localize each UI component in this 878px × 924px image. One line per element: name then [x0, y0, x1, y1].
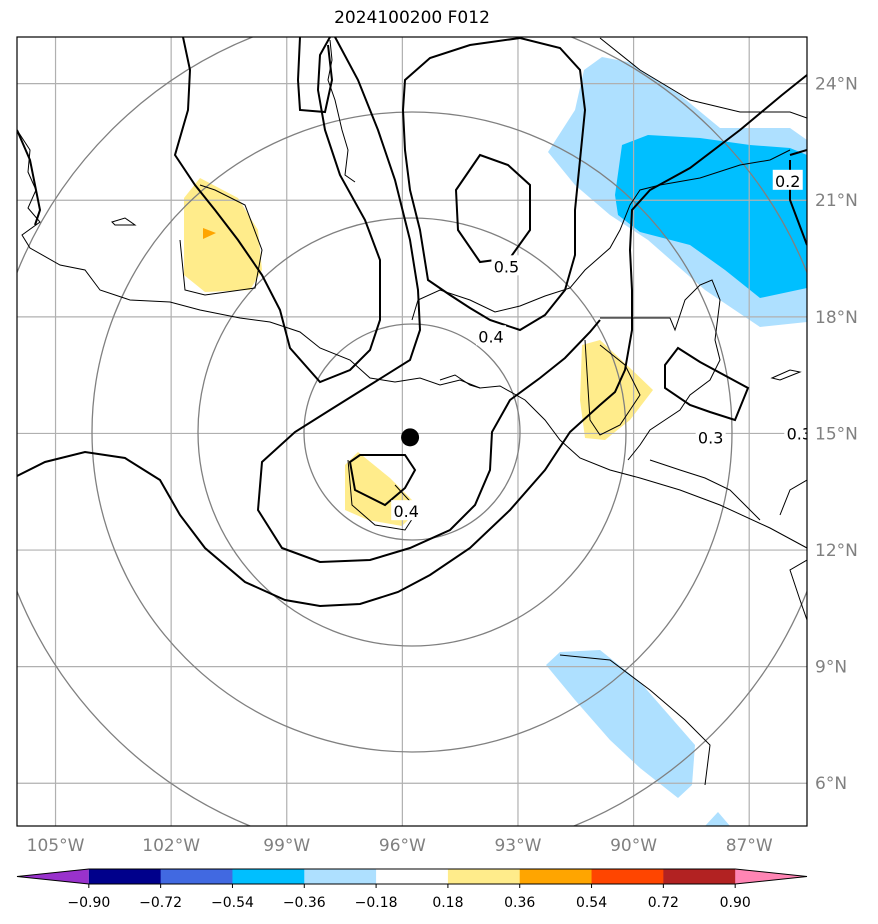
colorbar-segment: [232, 869, 305, 884]
colorbar-tick-label: −0.18: [355, 895, 398, 911]
lat-tick-label: 12°N: [815, 541, 858, 561]
colorbar-tick-label: −0.54: [211, 895, 254, 911]
lon-tick-label: 99°W: [263, 836, 310, 856]
colorbar-tick-label: −0.90: [67, 895, 110, 911]
map-title: 2024100200 F012: [334, 8, 490, 28]
contour-label-bg: [695, 426, 726, 447]
plot-frame: [16, 36, 808, 827]
lon-tick-label: 102°W: [142, 836, 200, 856]
colorbar-segment: [519, 869, 593, 884]
longitude-labels: 105°W 102°W 99°W 96°W 93°W 90°W 87°W: [27, 836, 773, 856]
contour-label: 0.4: [478, 327, 503, 346]
colorbar-tick-label: 0.90: [720, 895, 751, 911]
lon-tick-label: 105°W: [27, 836, 85, 856]
colorbar-labels: −0.90 −0.72 −0.54 −0.36 −0.18 0.18 0.36 0.54 0.7…: [67, 884, 751, 911]
colorbar-segment: [591, 869, 664, 884]
colorbar-segment: [304, 869, 377, 884]
shaded-anomaly-regions: [184, 57, 807, 826]
shade-light-blue-corner: [705, 812, 730, 826]
lat-tick-label: 24°N: [815, 75, 858, 95]
colorbar-tick-label: −0.36: [283, 895, 326, 911]
lon-tick-label: 96°W: [379, 836, 426, 856]
contour-label: 0.4: [393, 502, 418, 521]
shade-light-blue-south: [546, 650, 695, 798]
colorbar-tick-label: 0.36: [504, 895, 535, 911]
contour-label-bg: [391, 500, 422, 521]
colorbar-tick-label: 0.72: [648, 895, 679, 911]
lon-tick-label: 87°W: [726, 836, 773, 856]
colorbar-tick-label: 0.18: [432, 895, 463, 911]
contour-label-bg: [491, 255, 522, 276]
coastlines: [17, 37, 807, 786]
lat-tick-label: 15°N: [815, 424, 858, 444]
colorbar-segment: [447, 869, 521, 884]
contour-labels: 0.5 0.4 0.4 0.3 0.2 0.3: [391, 169, 812, 521]
storm-center-marker: [401, 428, 420, 447]
contour-label-bg: [476, 325, 506, 346]
contour-label-bg: [784, 422, 807, 443]
colorbar-tick-label: −0.72: [139, 895, 182, 911]
shade-yellow-west: [184, 178, 262, 292]
colorbar-segment: [663, 869, 736, 884]
shade-blue-northeast: [615, 135, 807, 298]
colorbar-segment: [160, 869, 233, 884]
distance-rings: [17, 37, 807, 826]
lat-tick-label: 6°N: [815, 774, 847, 794]
contour-label: 0.2: [775, 172, 800, 191]
contour-lines: [17, 37, 807, 608]
colorbar-tick-label: 0.54: [576, 895, 607, 911]
shade-orange-spot: [203, 228, 216, 239]
colorbar-extend-low: [17, 869, 89, 884]
grid-lines: [17, 37, 807, 826]
lon-tick-label: 90°W: [610, 836, 657, 856]
contour-label: 0.3: [698, 428, 723, 447]
contour-label: 0.3: [787, 424, 812, 443]
lat-tick-label: 18°N: [815, 308, 858, 328]
colorbar: [16, 868, 808, 885]
lat-tick-label: 21°N: [815, 191, 858, 211]
lon-tick-label: 93°W: [494, 836, 541, 856]
lat-tick-label: 9°N: [815, 658, 847, 678]
contour-label-bg: [772, 169, 803, 190]
colorbar-extend-high: [735, 869, 807, 884]
contour-label: 0.5: [494, 257, 519, 276]
latitude-labels: 6°N 9°N 12°N 15°N 18°N 21°N 24°N: [815, 75, 858, 795]
colorbar-segment: [376, 869, 449, 884]
colorbar-segment: [88, 869, 162, 884]
